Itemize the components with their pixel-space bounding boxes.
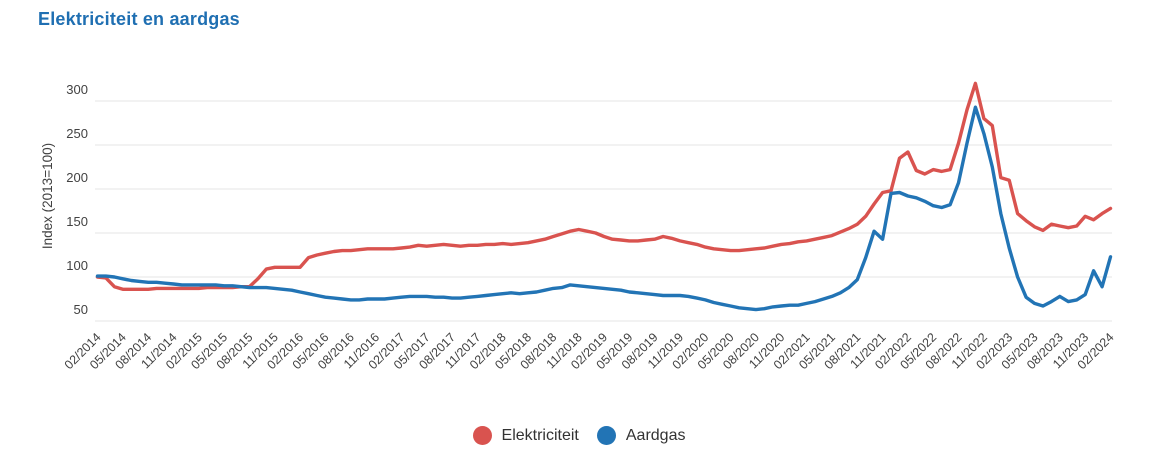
elektriciteit-line (95, 81, 1113, 291)
chart-title: Elektriciteit en aardgas (38, 9, 240, 29)
y-tick-label: 250 (66, 126, 88, 141)
legend-label-aardgas: Aardgas (625, 426, 686, 444)
y-tick-label: 200 (66, 170, 88, 185)
legend-swatch-elektriciteit (472, 426, 492, 445)
y-tick-label: 100 (66, 258, 88, 273)
legend-item-aardgas[interactable]: Aardgas (596, 426, 686, 445)
y-tick-label: 150 (66, 214, 88, 229)
legend-item-elektriciteit[interactable]: Elektriciteit (472, 426, 579, 445)
y-axis-title: Index (2013=100) (40, 143, 55, 249)
y-tick-label: 300 (66, 82, 88, 97)
y-tick-label: 50 (74, 302, 88, 317)
aardgas-line (95, 105, 1113, 312)
legend: Elektriciteit Aardgas (0, 426, 1158, 445)
legend-label-elektriciteit: Elektriciteit (501, 426, 579, 444)
legend-swatch-aardgas (596, 426, 616, 445)
